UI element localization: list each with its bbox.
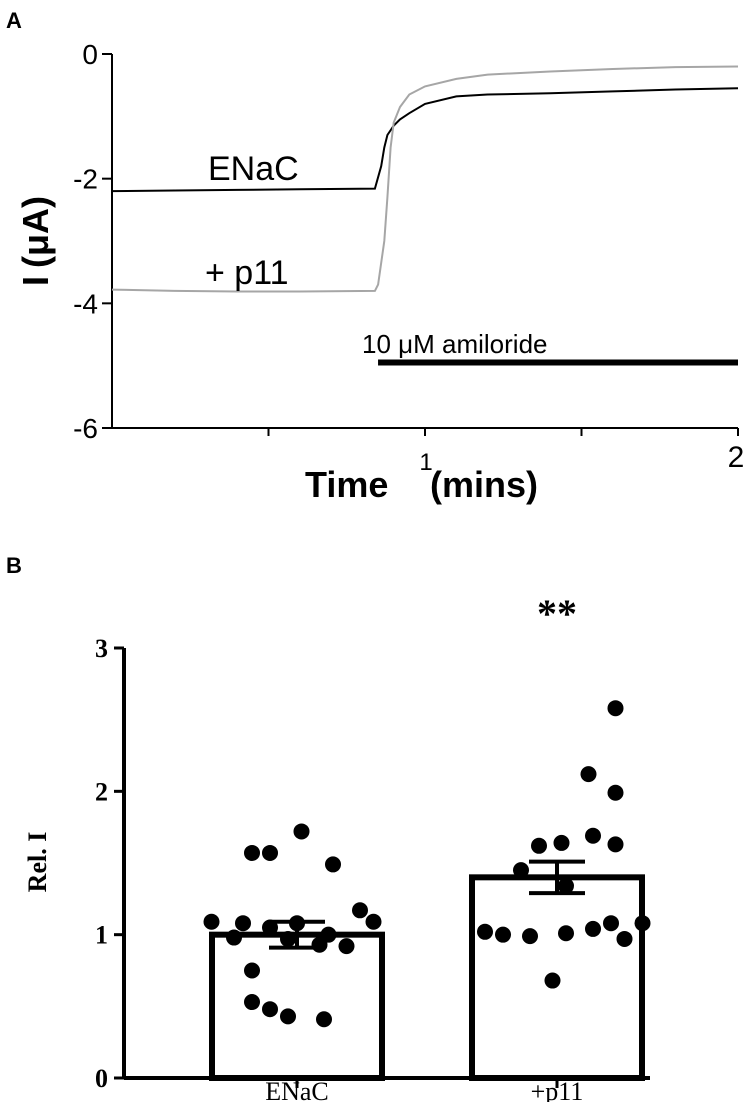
x-axis-title-a-main: Time — [305, 464, 388, 505]
y-axis-title-a-main: I — [15, 276, 56, 286]
series-line-p11 — [111, 65, 739, 293]
y-axis-title-a: I (μA) — [15, 196, 56, 286]
data-point — [262, 1001, 278, 1018]
data-point — [365, 913, 382, 930]
data-point — [580, 766, 597, 783]
data-point — [531, 837, 547, 854]
series-label-p11: + p11 — [205, 254, 289, 292]
data-point — [244, 962, 260, 979]
data-point — [544, 972, 561, 989]
data-point — [235, 915, 251, 932]
data-point — [289, 915, 305, 932]
data-point — [607, 784, 624, 801]
data-point — [558, 877, 574, 894]
y-tick-label-b: 3 — [95, 634, 108, 663]
data-point — [603, 915, 619, 932]
data-point — [585, 827, 601, 844]
panel-a-label: A — [6, 8, 22, 33]
y-tick-label-a: -6 — [73, 413, 98, 444]
data-point — [325, 856, 341, 873]
amiloride-label: 10 μM amiloride — [362, 329, 548, 359]
x-axis-title-a-unit: (mins) — [430, 464, 538, 505]
data-point — [585, 920, 601, 937]
data-point — [311, 936, 328, 953]
data-point — [352, 902, 368, 919]
data-point — [203, 913, 220, 930]
x-category-label: +p11 — [531, 1077, 584, 1102]
data-point — [280, 930, 296, 947]
bar — [209, 931, 385, 1082]
data-point — [244, 994, 260, 1011]
x-category-label: ENaC — [265, 1077, 329, 1102]
x-tick-label-a: 1 — [419, 449, 432, 476]
data-point — [616, 930, 633, 947]
series-line-enac — [111, 87, 739, 193]
panel-b-label: B — [6, 553, 22, 578]
y-tick-label-a: 0 — [82, 39, 98, 70]
data-point — [513, 862, 529, 879]
data-point — [280, 1008, 296, 1025]
y-tick-label-a: -4 — [73, 288, 98, 319]
data-point — [607, 836, 624, 853]
data-point — [316, 1011, 332, 1028]
data-point — [607, 700, 624, 717]
data-point — [338, 938, 355, 955]
data-point — [293, 823, 310, 840]
x-tick-label-a: 2 — [728, 441, 745, 474]
y-axis-title-a-unit: (μA) — [15, 196, 56, 268]
data-point — [262, 844, 278, 861]
data-point — [558, 925, 574, 942]
data-point — [262, 919, 278, 936]
data-point — [634, 915, 651, 932]
y-axis-title-b: Rel. I — [23, 832, 52, 893]
y-tick-label-b: 2 — [95, 777, 108, 806]
data-point — [477, 923, 493, 940]
significance-marker: ** — [537, 591, 577, 636]
y-tick-label-a: -2 — [73, 164, 98, 195]
data-point — [495, 926, 511, 943]
data-point — [553, 834, 570, 851]
data-point — [244, 844, 260, 861]
panel-b-chart: 0 1 2 3 ENaC +p11 Rel. I ** — [23, 591, 651, 1102]
data-point — [522, 928, 538, 945]
y-tick-label-b: 1 — [95, 921, 108, 950]
series-label-enac: ENaC — [208, 150, 299, 188]
y-tick-label-b: 0 — [95, 1064, 108, 1093]
panel-a-chart: 0 -2 -4 -6 1 2 ENaC + p11 10 μM amiloride I (… — [15, 39, 744, 505]
data-point — [226, 929, 242, 946]
